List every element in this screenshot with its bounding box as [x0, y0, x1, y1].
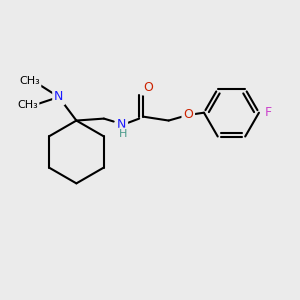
Text: F: F [265, 106, 272, 119]
Text: O: O [183, 108, 193, 121]
Text: N: N [117, 118, 126, 131]
Text: H: H [119, 129, 128, 139]
Text: CH₃: CH₃ [19, 76, 40, 86]
Text: N: N [54, 91, 63, 103]
Text: CH₃: CH₃ [17, 100, 38, 110]
Text: O: O [143, 81, 153, 94]
